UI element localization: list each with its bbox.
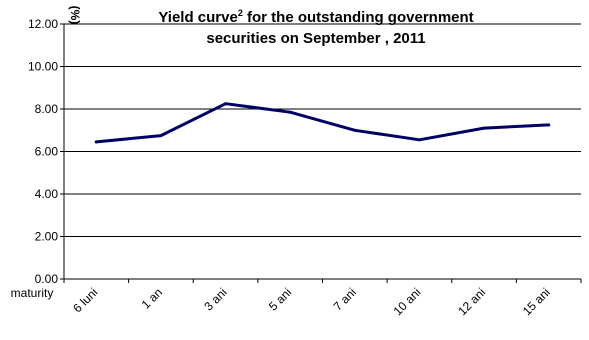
x-tick-label: 10 ani (391, 285, 424, 318)
data-point (353, 128, 357, 132)
x-tick-label: 1 an (139, 285, 165, 311)
data-point (417, 138, 421, 142)
series-line (94, 102, 551, 144)
x-tick-labels: 6 luni 1 an 3 ani 5 ani 7 ani 10 ani 12 ani 15 … (70, 285, 553, 318)
axes (60, 23, 582, 283)
y-tick-labels: 0.00 2.00 4.00 6.00 8.00 10.00 12.00 (28, 17, 58, 286)
y-tick-label: 4.00 (35, 187, 59, 201)
chart-title-superscript: 2 (238, 8, 243, 18)
y-tick-label: 12.00 (28, 17, 58, 31)
y-axis-unit-label: (%) (68, 6, 82, 25)
data-point (482, 126, 486, 130)
y-tick-label: 0.00 (35, 272, 59, 286)
x-tick-label: 12 ani (455, 285, 488, 318)
data-point (94, 140, 98, 144)
chart-title-line2: securities on September , 2011 (206, 30, 425, 47)
series (94, 102, 551, 144)
x-tick-label: 15 ani (520, 285, 553, 318)
x-tick-label: 3 ani (201, 285, 229, 313)
data-point (288, 110, 292, 114)
x-tick-label: 5 ani (266, 285, 294, 313)
data-point (159, 134, 163, 138)
chart-title-main: Yield curve (158, 9, 237, 26)
x-tick-label: 7 ani (331, 285, 359, 313)
x-tick-label: 6 luni (70, 285, 100, 315)
x-axis-label: maturity (11, 286, 54, 300)
grid-lines (64, 23, 581, 237)
chart-title-line1: Yield curve2 for the outstanding governm… (158, 8, 473, 26)
data-point (224, 102, 228, 106)
y-tick-label: 8.00 (35, 102, 59, 116)
y-tick-label: 6.00 (35, 145, 59, 159)
chart-title-rest: for the outstanding government (243, 9, 474, 26)
y-tick-label: 10.00 (28, 60, 58, 74)
y-tick-label: 2.00 (35, 230, 59, 244)
data-point (547, 123, 551, 127)
